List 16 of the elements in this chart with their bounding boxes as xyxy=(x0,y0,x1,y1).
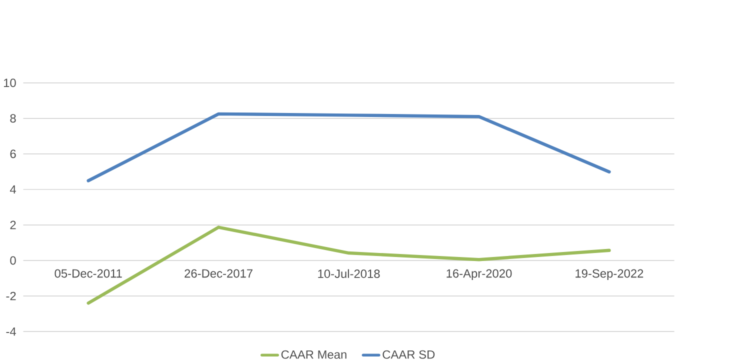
legend-label: CAAR Mean xyxy=(281,350,346,359)
y-tick-label: 6 xyxy=(10,150,16,158)
x-tick-label: 10-Jul-2018 xyxy=(318,269,380,278)
y-tick-label: -4 xyxy=(6,328,16,336)
x-tick-label: 19-Sep-2022 xyxy=(576,269,644,280)
x-tick-label: 05-Dec-2011 xyxy=(54,269,122,278)
y-tick-label: -2 xyxy=(6,292,16,300)
y-tick-label: 8 xyxy=(10,114,16,123)
y-tick-label: 0 xyxy=(10,256,16,265)
line-series xyxy=(86,112,611,182)
y-tick-label: 4 xyxy=(10,185,16,194)
y-tick-label: 10 xyxy=(4,78,16,88)
legend-label: CAAR SD xyxy=(382,350,435,359)
y-tick-label: 2 xyxy=(10,220,16,230)
x-tick-label: 16-Apr-2020 xyxy=(446,269,512,280)
x-tick-label: 26-Dec-2017 xyxy=(184,269,252,278)
